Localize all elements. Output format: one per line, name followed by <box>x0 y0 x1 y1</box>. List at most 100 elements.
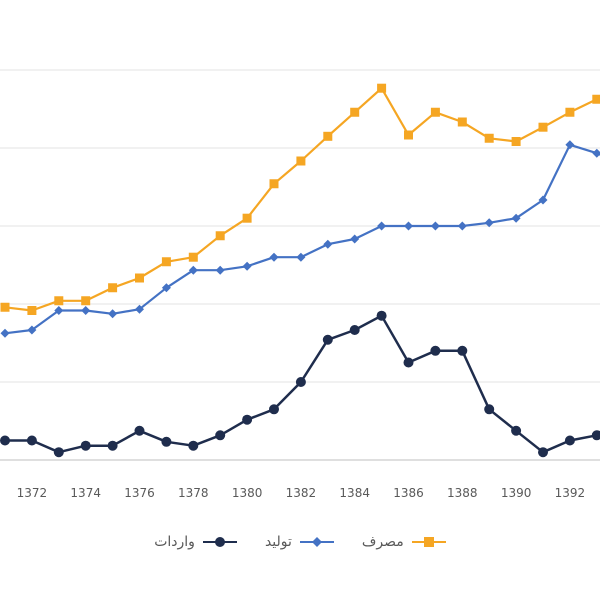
data-point[interactable] <box>377 83 387 93</box>
data-point[interactable] <box>81 306 91 315</box>
data-point[interactable] <box>511 213 521 223</box>
legend-label-consumption: مصرف <box>361 534 404 550</box>
chart-grid <box>0 69 600 461</box>
data-point[interactable] <box>484 133 494 143</box>
data-point[interactable] <box>457 221 467 231</box>
legend-label-imports: واردات <box>154 534 195 550</box>
data-point[interactable] <box>27 325 37 335</box>
x-tick-label: 1384 <box>339 486 370 500</box>
data-point[interactable] <box>269 252 279 262</box>
data-point[interactable] <box>296 156 306 166</box>
data-point[interactable] <box>26 435 37 446</box>
data-point[interactable] <box>135 304 144 314</box>
legend-item-imports[interactable]: واردات <box>154 534 237 550</box>
square-marker-icon <box>411 537 446 547</box>
data-point[interactable] <box>350 234 360 244</box>
data-point[interactable] <box>54 296 64 306</box>
data-point[interactable] <box>215 430 226 441</box>
data-point[interactable] <box>538 195 548 205</box>
circle-marker-icon <box>202 537 237 547</box>
data-point[interactable] <box>404 130 413 140</box>
data-point[interactable] <box>403 357 414 368</box>
data-point[interactable] <box>349 325 360 335</box>
x-tick-label: 1386 <box>393 486 424 500</box>
x-tick-label: 1392 <box>555 486 586 500</box>
data-point[interactable] <box>484 404 495 415</box>
x-tick-label: 1382 <box>286 486 317 500</box>
data-point[interactable] <box>322 334 333 345</box>
data-point[interactable] <box>161 436 172 447</box>
x-tick-label: 1374 <box>70 486 101 500</box>
data-point[interactable] <box>161 257 171 267</box>
data-point[interactable] <box>350 107 360 117</box>
data-point[interactable] <box>27 306 37 315</box>
data-point[interactable] <box>242 213 252 223</box>
data-point[interactable] <box>565 140 575 150</box>
data-point[interactable] <box>511 137 521 146</box>
data-point[interactable] <box>0 328 10 338</box>
data-point[interactable] <box>135 273 144 283</box>
legend-item-production[interactable]: تولید <box>265 534 334 550</box>
series-group <box>0 140 600 338</box>
x-tick-label: 1372 <box>17 486 48 500</box>
data-point[interactable] <box>108 283 118 293</box>
data-point[interactable] <box>564 435 575 446</box>
data-point[interactable] <box>134 425 145 436</box>
data-point[interactable] <box>430 221 440 231</box>
series-line <box>4 143 600 335</box>
data-point[interactable] <box>108 309 118 319</box>
data-point[interactable] <box>53 447 64 458</box>
legend-item-consumption[interactable]: مصرف <box>362 534 446 550</box>
chart-series <box>0 83 600 458</box>
data-point[interactable] <box>591 430 600 441</box>
data-point[interactable] <box>188 252 198 262</box>
data-point[interactable] <box>565 107 575 117</box>
data-point[interactable] <box>269 179 279 189</box>
line-chart: 1372 1374 1376 1378 1380 1382 1384 1386 1388 1390… <box>0 69 600 500</box>
data-point[interactable] <box>81 296 91 306</box>
series-line <box>4 87 600 312</box>
data-point[interactable] <box>376 310 387 321</box>
data-point[interactable] <box>188 440 199 451</box>
x-tick-label: 1388 <box>447 486 478 500</box>
data-point[interactable] <box>161 283 171 293</box>
data-point[interactable] <box>0 435 10 446</box>
x-tick-label: 1378 <box>178 486 209 500</box>
data-point[interactable] <box>538 122 548 132</box>
data-point[interactable] <box>377 221 387 231</box>
x-tick-label: 1390 <box>501 486 532 500</box>
data-point[interactable] <box>430 345 441 356</box>
data-point[interactable] <box>511 425 522 436</box>
diamond-marker-icon <box>299 537 334 547</box>
x-tick-label: 1376 <box>124 486 155 500</box>
series-group <box>0 310 600 458</box>
x-tick-label: 1380 <box>232 486 263 500</box>
data-point[interactable] <box>269 404 279 415</box>
chart-legend: مصرف تولید واردات <box>0 528 600 556</box>
legend-label-production: تولید <box>264 534 292 550</box>
series-group <box>0 83 600 315</box>
data-point[interactable] <box>0 302 10 312</box>
data-point[interactable] <box>323 239 333 249</box>
data-point[interactable] <box>107 440 118 451</box>
data-point[interactable] <box>592 148 600 158</box>
data-point[interactable] <box>404 221 413 231</box>
data-point[interactable] <box>457 345 468 356</box>
x-axis-ticks: 1372 1374 1376 1378 1380 1382 1384 1386 1388 1390… <box>17 486 586 500</box>
data-point[interactable] <box>484 218 494 228</box>
data-point[interactable] <box>295 377 306 387</box>
data-point[interactable] <box>54 306 64 315</box>
data-point[interactable] <box>188 265 198 275</box>
data-point[interactable] <box>592 94 600 104</box>
data-point[interactable] <box>323 131 333 141</box>
data-point[interactable] <box>457 117 467 127</box>
data-point[interactable] <box>215 231 225 241</box>
data-point[interactable] <box>430 107 440 117</box>
data-point[interactable] <box>80 440 91 451</box>
data-point[interactable] <box>242 414 253 425</box>
data-point[interactable] <box>538 447 548 458</box>
data-point[interactable] <box>242 261 252 271</box>
data-point[interactable] <box>215 265 225 275</box>
data-point[interactable] <box>296 252 306 262</box>
